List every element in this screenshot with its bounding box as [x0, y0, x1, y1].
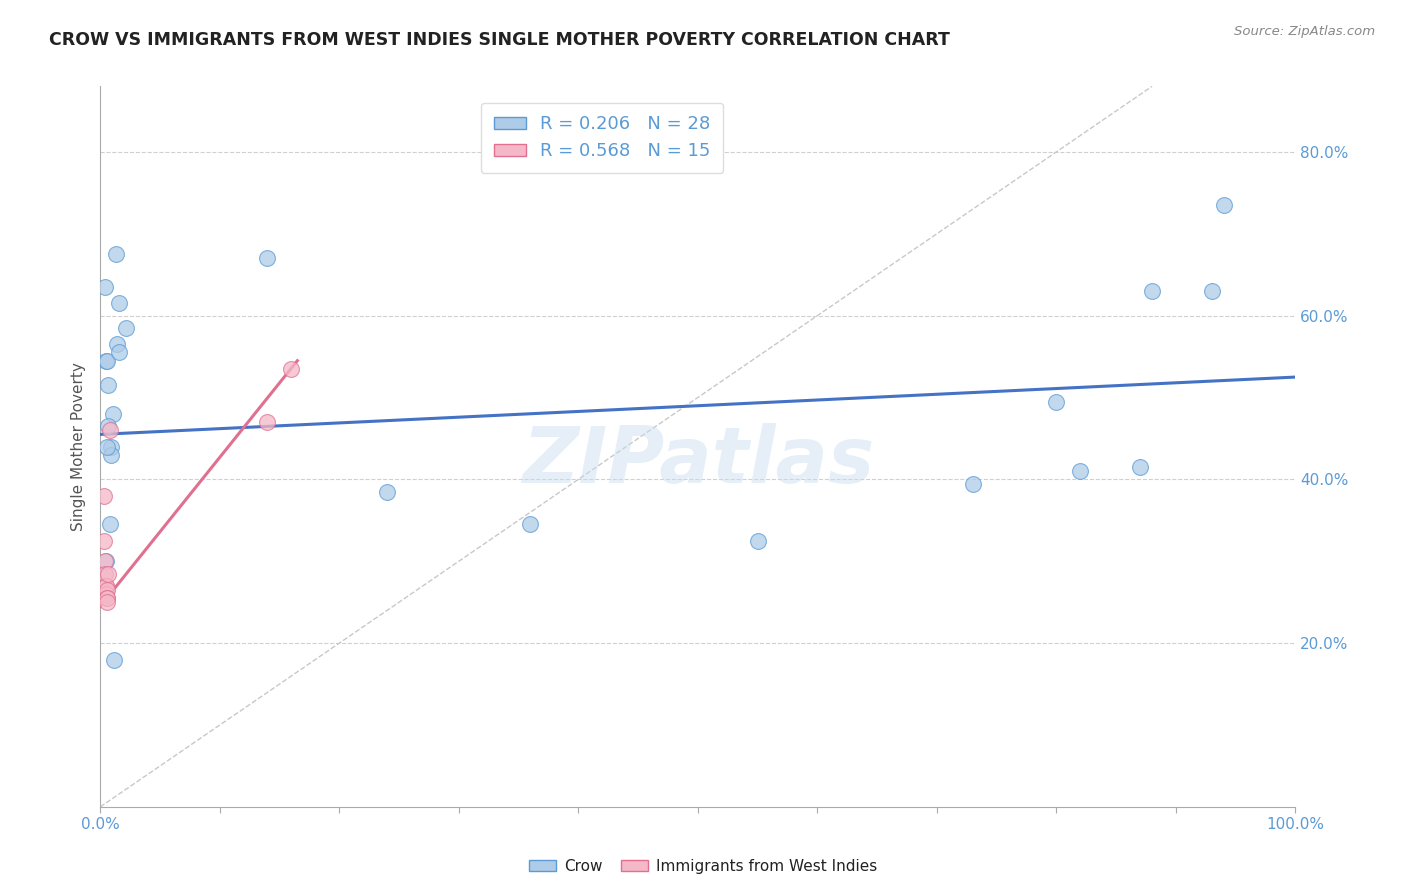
Point: [115, 321, 138, 335]
Point: [1140, 284, 1163, 298]
Point: [100, 448, 122, 462]
Point: [280, 362, 302, 376]
Point: [98, 423, 121, 437]
Point: [104, 247, 127, 261]
Point: [105, 337, 128, 351]
Point: [1069, 464, 1091, 478]
Text: Source: ZipAtlas.com: Source: ZipAtlas.com: [1234, 25, 1375, 38]
Point: [256, 252, 278, 266]
Point: [1045, 394, 1067, 409]
Point: [94, 566, 117, 581]
Point: [97, 566, 120, 581]
Point: [94, 554, 117, 568]
Point: [93, 489, 115, 503]
Point: [98, 517, 121, 532]
Point: [94, 579, 117, 593]
Y-axis label: Single Mother Poverty: Single Mother Poverty: [72, 362, 86, 531]
Point: [94, 579, 117, 593]
Point: [96, 440, 118, 454]
Point: [94, 280, 117, 294]
Point: [100, 440, 122, 454]
Point: [94, 353, 117, 368]
Point: [96, 591, 118, 606]
Point: [97, 378, 120, 392]
Point: [1129, 460, 1152, 475]
Point: [1212, 198, 1234, 212]
Point: [519, 517, 541, 532]
Point: [375, 484, 398, 499]
Point: [962, 476, 984, 491]
Point: [108, 296, 131, 310]
Point: [256, 415, 278, 429]
Legend: Crow, Immigrants from West Indies: Crow, Immigrants from West Indies: [523, 853, 883, 880]
Point: [103, 407, 125, 421]
Point: [108, 345, 131, 359]
Point: [94, 554, 117, 568]
Legend: R = 0.206   N = 28, R = 0.568   N = 15: R = 0.206 N = 28, R = 0.568 N = 15: [481, 103, 724, 173]
Point: [96, 582, 118, 597]
Point: [96, 595, 118, 609]
Text: CROW VS IMMIGRANTS FROM WEST INDIES SINGLE MOTHER POVERTY CORRELATION CHART: CROW VS IMMIGRANTS FROM WEST INDIES SING…: [49, 31, 950, 49]
Point: [94, 587, 117, 601]
Point: [97, 419, 120, 434]
Point: [96, 591, 118, 606]
Point: [103, 652, 125, 666]
Point: [747, 533, 769, 548]
Text: ZIPatlas: ZIPatlas: [522, 423, 875, 500]
Point: [96, 353, 118, 368]
Point: [1201, 284, 1223, 298]
Point: [93, 533, 115, 548]
